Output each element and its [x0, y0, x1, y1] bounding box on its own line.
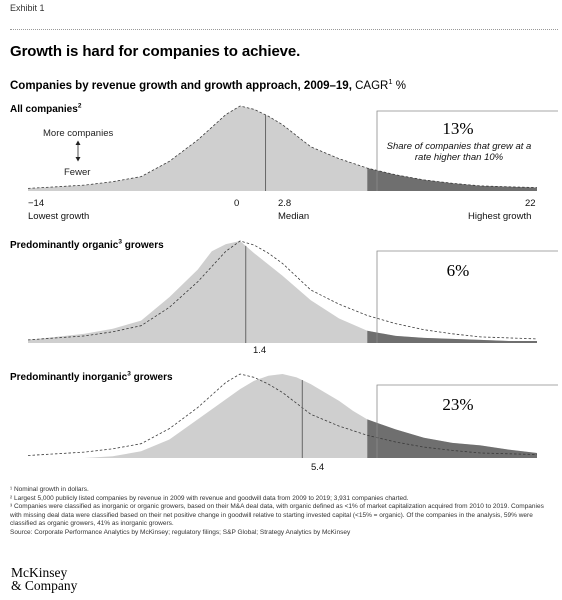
axis-min-caption: Lowest growth — [28, 211, 90, 222]
callout-box — [376, 250, 558, 343]
footnote-3: ³ Companies were classified as inorganic… — [10, 503, 544, 528]
panel-3 — [27, 373, 558, 458]
all-companies-reference-line — [27, 373, 538, 456]
panel-1 — [27, 105, 558, 191]
panel-3-title: Predominantly inorganic3 growers — [10, 370, 173, 383]
subtitle-main: Companies by revenue growth and growth a… — [10, 80, 352, 92]
panel-2-median-label: 1.4 — [253, 345, 267, 356]
chart-subtitle: Companies by revenue growth and growth a… — [10, 77, 406, 92]
mckinsey-logo: McKinsey & Company — [11, 565, 78, 593]
footnote-2: ² Largest 5,000 publicly listed companie… — [10, 494, 409, 502]
headline: Growth is hard for companies to achieve. — [10, 43, 301, 60]
axis-max-caption: Highest growth — [468, 211, 532, 222]
axis-zero-label: 0 — [234, 198, 240, 209]
more-companies-label: More companies — [43, 128, 114, 139]
all-companies-reference-line — [27, 240, 538, 341]
exhibit-label: Exhibit 1 — [10, 3, 45, 13]
distribution-area — [28, 106, 537, 191]
high-growth-tail — [367, 419, 537, 458]
panel-3-median-label: 5.4 — [311, 462, 325, 473]
callout-box — [376, 110, 558, 191]
panel-2 — [27, 240, 558, 343]
axis-median-caption: Median — [278, 211, 310, 222]
callout-box — [376, 384, 558, 458]
footnotes: ¹ Nominal growth in dollars. ² Largest 5… — [10, 486, 550, 538]
panel-1-callout-value: 13% — [442, 119, 474, 138]
high-growth-tail — [367, 168, 537, 191]
panel-1-title: All companies2 — [10, 102, 82, 115]
axis-min-label: −14 — [28, 198, 45, 209]
panel-2-callout-value: 6% — [446, 261, 470, 280]
footnote-1: ¹ Nominal growth in dollars. — [10, 486, 89, 493]
panel-2-title: Predominantly organic3 growers — [10, 238, 164, 251]
fewer-label: Fewer — [64, 167, 91, 178]
axis-max-label: 22 — [525, 198, 536, 209]
panel-3-callout-value: 23% — [442, 395, 474, 414]
axis-median-label: 2.8 — [278, 198, 292, 209]
footnote-source: Source: Corporate Performance Analytics … — [10, 528, 351, 536]
panel-1-callout-note: Share of companies that grew at a rate h… — [386, 141, 532, 163]
more-fewer-arrow — [75, 140, 81, 162]
high-growth-tail — [367, 330, 537, 343]
top-divider — [10, 29, 558, 30]
distribution-area — [28, 241, 537, 343]
distribution-outline — [27, 105, 538, 189]
subtitle-cagr: CAGR1 % — [355, 77, 406, 92]
